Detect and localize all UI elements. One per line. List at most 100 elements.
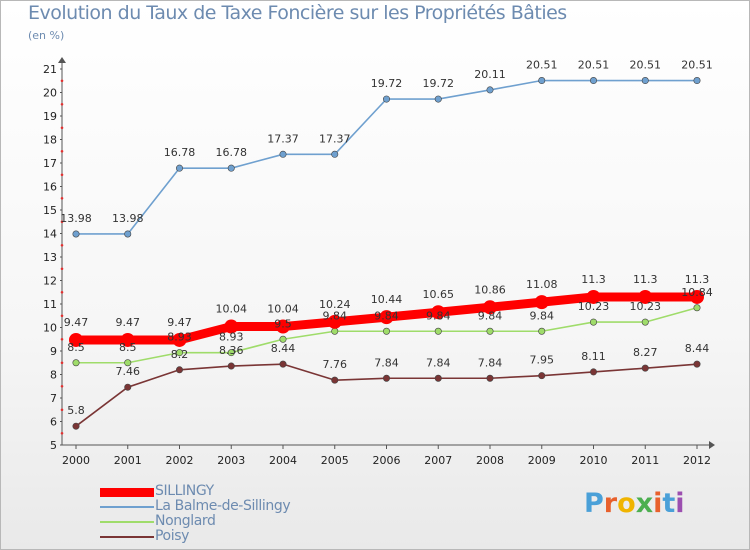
data-point-poisy [279,360,287,368]
data-label-poisy: 7.46 [116,365,141,378]
data-label-la-balme-de-sillingy: 17.37 [267,132,299,145]
x-tick-label: 2012 [683,454,711,467]
y-minor-tick [60,361,64,365]
data-point-la-balme-de-sillingy [434,95,442,103]
y-minor-tick [60,384,64,388]
data-point-poisy [538,372,546,380]
data-label-sillingy: 9.47 [116,316,141,329]
y-tick-label: 15 [43,204,57,217]
data-point-nonglard [176,349,184,357]
y-minor-tick [60,337,64,341]
data-point-sillingy [224,319,239,334]
logo-letter: o [617,488,636,519]
data-label-sillingy: 9.47 [64,316,89,329]
legend-swatch [100,536,154,538]
legend-label: SILLINGY [155,483,214,499]
y-tick-label: 8 [50,369,57,382]
y-tick-label: 17 [43,157,57,170]
x-tick-label: 2009 [528,454,556,467]
y-tick-label: 16 [43,181,57,194]
legend-label: Nonglard [155,513,216,529]
y-minor-tick [60,126,64,130]
data-label-nonglard: 8.5 [67,341,85,354]
y-minor-tick [60,220,64,224]
y-minor-tick [60,102,64,106]
y-tick-label: 12 [43,275,57,288]
data-point-nonglard [486,327,494,335]
x-tick-label: 2002 [166,454,194,467]
chart-subtitle: (en %) [28,29,65,42]
logo-letter: P [584,488,604,519]
y-minor-tick [60,290,64,294]
data-point-nonglard [434,327,442,335]
y-minor-tick [60,408,64,412]
data-point-nonglard [331,327,339,335]
data-point-nonglard [693,304,701,312]
x-tick-label: 2011 [631,454,659,467]
x-axis-arrow [709,441,715,449]
data-point-sillingy [638,289,653,304]
data-label-sillingy: 10.65 [423,288,455,301]
data-label-la-balme-de-sillingy: 20.51 [578,59,610,72]
data-label-poisy: 5.8 [67,404,85,417]
data-label-poisy: 7.84 [426,356,451,369]
data-label-sillingy: 11.3 [685,273,710,286]
series-line-poisy [75,363,698,428]
data-point-nonglard [72,359,80,367]
y-tick-label: 9 [50,345,57,358]
data-label-nonglard: 10.23 [630,300,662,313]
logo-letter: r [603,488,618,519]
data-point-nonglard [538,327,546,335]
data-label-la-balme-de-sillingy: 20.51 [681,59,713,72]
x-tick-label: 2001 [114,454,142,467]
data-point-sillingy [69,332,83,347]
data-label-nonglard: 10.23 [578,300,610,313]
data-point-la-balme-de-sillingy [693,77,701,85]
data-point-la-balme-de-sillingy [72,230,80,238]
y-tick-label: 20 [43,87,57,100]
data-label-sillingy: 10.04 [216,303,248,316]
data-label-poisy: 8.27 [633,346,658,359]
legend-label: Poisy [155,528,189,544]
logo-letter: i [675,488,685,519]
data-point-la-balme-de-sillingy [486,86,494,94]
y-minor-tick [60,243,64,247]
data-label-sillingy: 10.04 [267,303,299,316]
data-point-la-balme-de-sillingy [279,150,287,158]
legend-swatch [100,506,154,508]
data-label-sillingy: 11.3 [633,273,658,286]
data-point-sillingy [276,319,290,334]
data-point-la-balme-de-sillingy [331,150,339,158]
data-point-sillingy [120,332,135,347]
data-point-sillingy [690,289,704,304]
data-point-poisy [72,422,80,430]
data-point-nonglard [227,349,235,357]
data-label-nonglard: 8.93 [167,331,192,344]
data-label-poisy: 8.36 [219,344,244,357]
y-tick-label: 10 [43,322,57,335]
y-tick-label: 13 [43,251,57,264]
data-label-sillingy: 10.24 [319,298,351,311]
data-label-nonglard: 9.84 [426,309,451,322]
data-label-nonglard: 9.84 [374,309,399,322]
data-label-la-balme-de-sillingy: 13.98 [60,212,92,225]
data-point-poisy [176,366,184,374]
data-label-poisy: 8.44 [271,342,296,355]
legend-label: La Balme-de-Sillingy [155,498,291,514]
data-label-la-balme-de-sillingy: 16.78 [164,146,196,159]
x-tick-label: 2004 [269,454,297,467]
data-label-la-balme-de-sillingy: 13.98 [112,212,144,225]
data-label-la-balme-de-sillingy: 19.72 [371,77,403,90]
y-minor-tick [60,431,64,435]
data-label-la-balme-de-sillingy: 19.72 [423,77,455,90]
data-label-sillingy: 11.3 [581,273,606,286]
data-point-nonglard [279,335,287,343]
data-point-la-balme-de-sillingy [176,164,184,172]
data-point-nonglard [382,327,390,335]
y-tick-label: 14 [43,228,57,241]
data-label-la-balme-de-sillingy: 16.78 [216,146,248,159]
logo-letter: t [662,488,676,519]
x-tick-label: 2008 [476,454,504,467]
